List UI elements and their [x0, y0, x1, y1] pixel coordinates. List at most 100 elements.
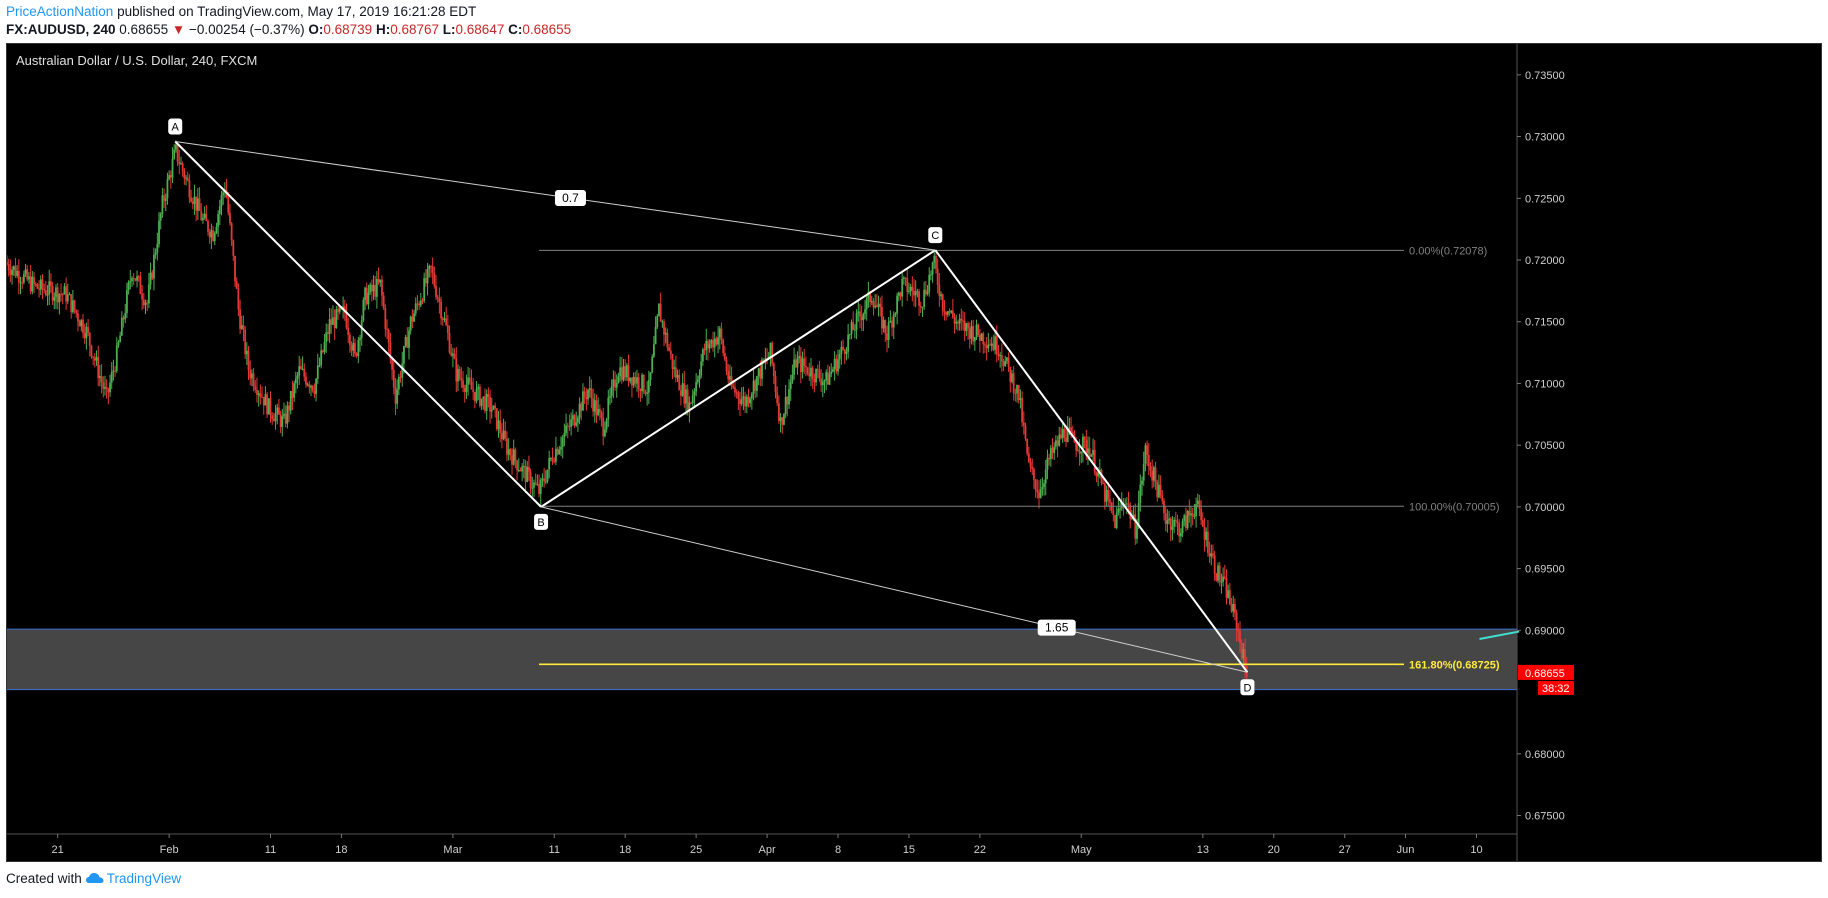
candle-body [685, 389, 687, 404]
candle-body [245, 350, 248, 355]
candle-body [750, 393, 753, 399]
candle-body [325, 332, 328, 343]
candle-body [821, 381, 824, 386]
candle-body [142, 299, 145, 306]
candle-body [175, 144, 177, 150]
candle-body [1049, 447, 1052, 460]
candle-body [906, 278, 909, 293]
candle-body [1085, 440, 1088, 454]
candle-body [428, 266, 431, 269]
candle-body [801, 358, 804, 373]
candle-body [1237, 630, 1240, 632]
candle-body [935, 255, 937, 269]
candle-body [600, 412, 603, 418]
candle-body [973, 337, 976, 342]
candle-body [399, 376, 402, 378]
tradingview-link[interactable]: TradingView [106, 871, 182, 886]
candle-body [205, 213, 208, 222]
support-zone[interactable] [7, 629, 1517, 690]
candle-body [1186, 510, 1189, 528]
candle-body [931, 262, 934, 275]
candle-body [529, 471, 532, 488]
last-price: 0.68655 [119, 22, 169, 37]
candle-body [36, 284, 39, 289]
candle-body [44, 290, 47, 295]
candle-body [681, 383, 684, 396]
candle-body [119, 335, 122, 343]
candle-body [859, 311, 861, 317]
candle-body [811, 367, 814, 380]
candle-body [154, 252, 157, 255]
candle-body [875, 305, 878, 308]
candle-body [708, 344, 711, 349]
publisher-link[interactable]: PriceActionNation [6, 4, 114, 19]
candle-body [122, 317, 125, 320]
candle-body [203, 213, 206, 218]
pattern-leg-cd[interactable] [934, 249, 1249, 673]
candle-body [739, 399, 741, 405]
candle-body [977, 324, 980, 336]
candle-body [1178, 523, 1181, 537]
candle-body [1244, 649, 1246, 667]
candle-body [377, 278, 380, 283]
candle-body [394, 387, 397, 404]
candle-body [134, 278, 137, 281]
candle-body [1098, 469, 1101, 472]
candle-body [1092, 449, 1094, 455]
candle-body [1011, 373, 1013, 382]
candle-body [217, 214, 220, 227]
candle-body [820, 378, 823, 386]
candle-body [176, 144, 179, 162]
candle-body [16, 270, 19, 276]
ratio-line-bd[interactable] [540, 506, 1248, 673]
open-label: O: [308, 22, 324, 37]
candle-body [392, 369, 395, 388]
candle-body [945, 311, 948, 315]
candle-body [460, 377, 463, 381]
pattern-leg-bc[interactable] [540, 249, 936, 508]
candle-body [490, 409, 493, 412]
candle-body [306, 384, 309, 386]
candle-body [887, 322, 890, 341]
candle-body [1137, 503, 1140, 525]
candle-body [83, 333, 86, 339]
price-chart[interactable]: 0.00%(0.72078) 100.00%(0.70005) 161.80%(0.… [7, 44, 1821, 861]
candle-body [938, 284, 941, 297]
x-tick-label: Feb [160, 844, 179, 856]
candle-body [146, 302, 149, 304]
candle-body [386, 328, 388, 330]
candle-body [1152, 467, 1155, 481]
countdown-badge [1538, 680, 1574, 695]
candle-body [1159, 484, 1162, 496]
candle-body [576, 417, 579, 423]
candle-body [548, 458, 551, 470]
candle-body [796, 358, 799, 368]
candle-body [627, 365, 630, 382]
candle-body [990, 343, 993, 346]
candle-body [426, 268, 429, 284]
candle-body [193, 196, 196, 204]
candle-body [262, 397, 265, 406]
candle-body [208, 231, 211, 238]
candle-body [680, 390, 682, 396]
candle-body [776, 392, 779, 404]
trend-line[interactable] [1479, 630, 1520, 640]
candle-body [237, 288, 240, 310]
candle-body [12, 266, 15, 270]
pattern-point-label: C [931, 230, 939, 242]
candle-body [1083, 436, 1086, 441]
candle-body [68, 294, 71, 296]
candle-body [953, 317, 956, 324]
candle-body [1066, 428, 1069, 442]
candle-body [311, 385, 314, 391]
candle-body [588, 388, 591, 390]
candle-body [75, 310, 78, 314]
candle-body [784, 396, 787, 415]
candle-body [7, 264, 10, 271]
candle-body [835, 358, 838, 372]
candle-body [808, 373, 811, 377]
x-tick-label: Mar [443, 844, 462, 856]
candle-body [191, 201, 194, 204]
pattern-leg-ab[interactable] [174, 140, 542, 508]
chart-area[interactable]: 0.00%(0.72078) 100.00%(0.70005) 161.80%(0.… [6, 43, 1822, 862]
